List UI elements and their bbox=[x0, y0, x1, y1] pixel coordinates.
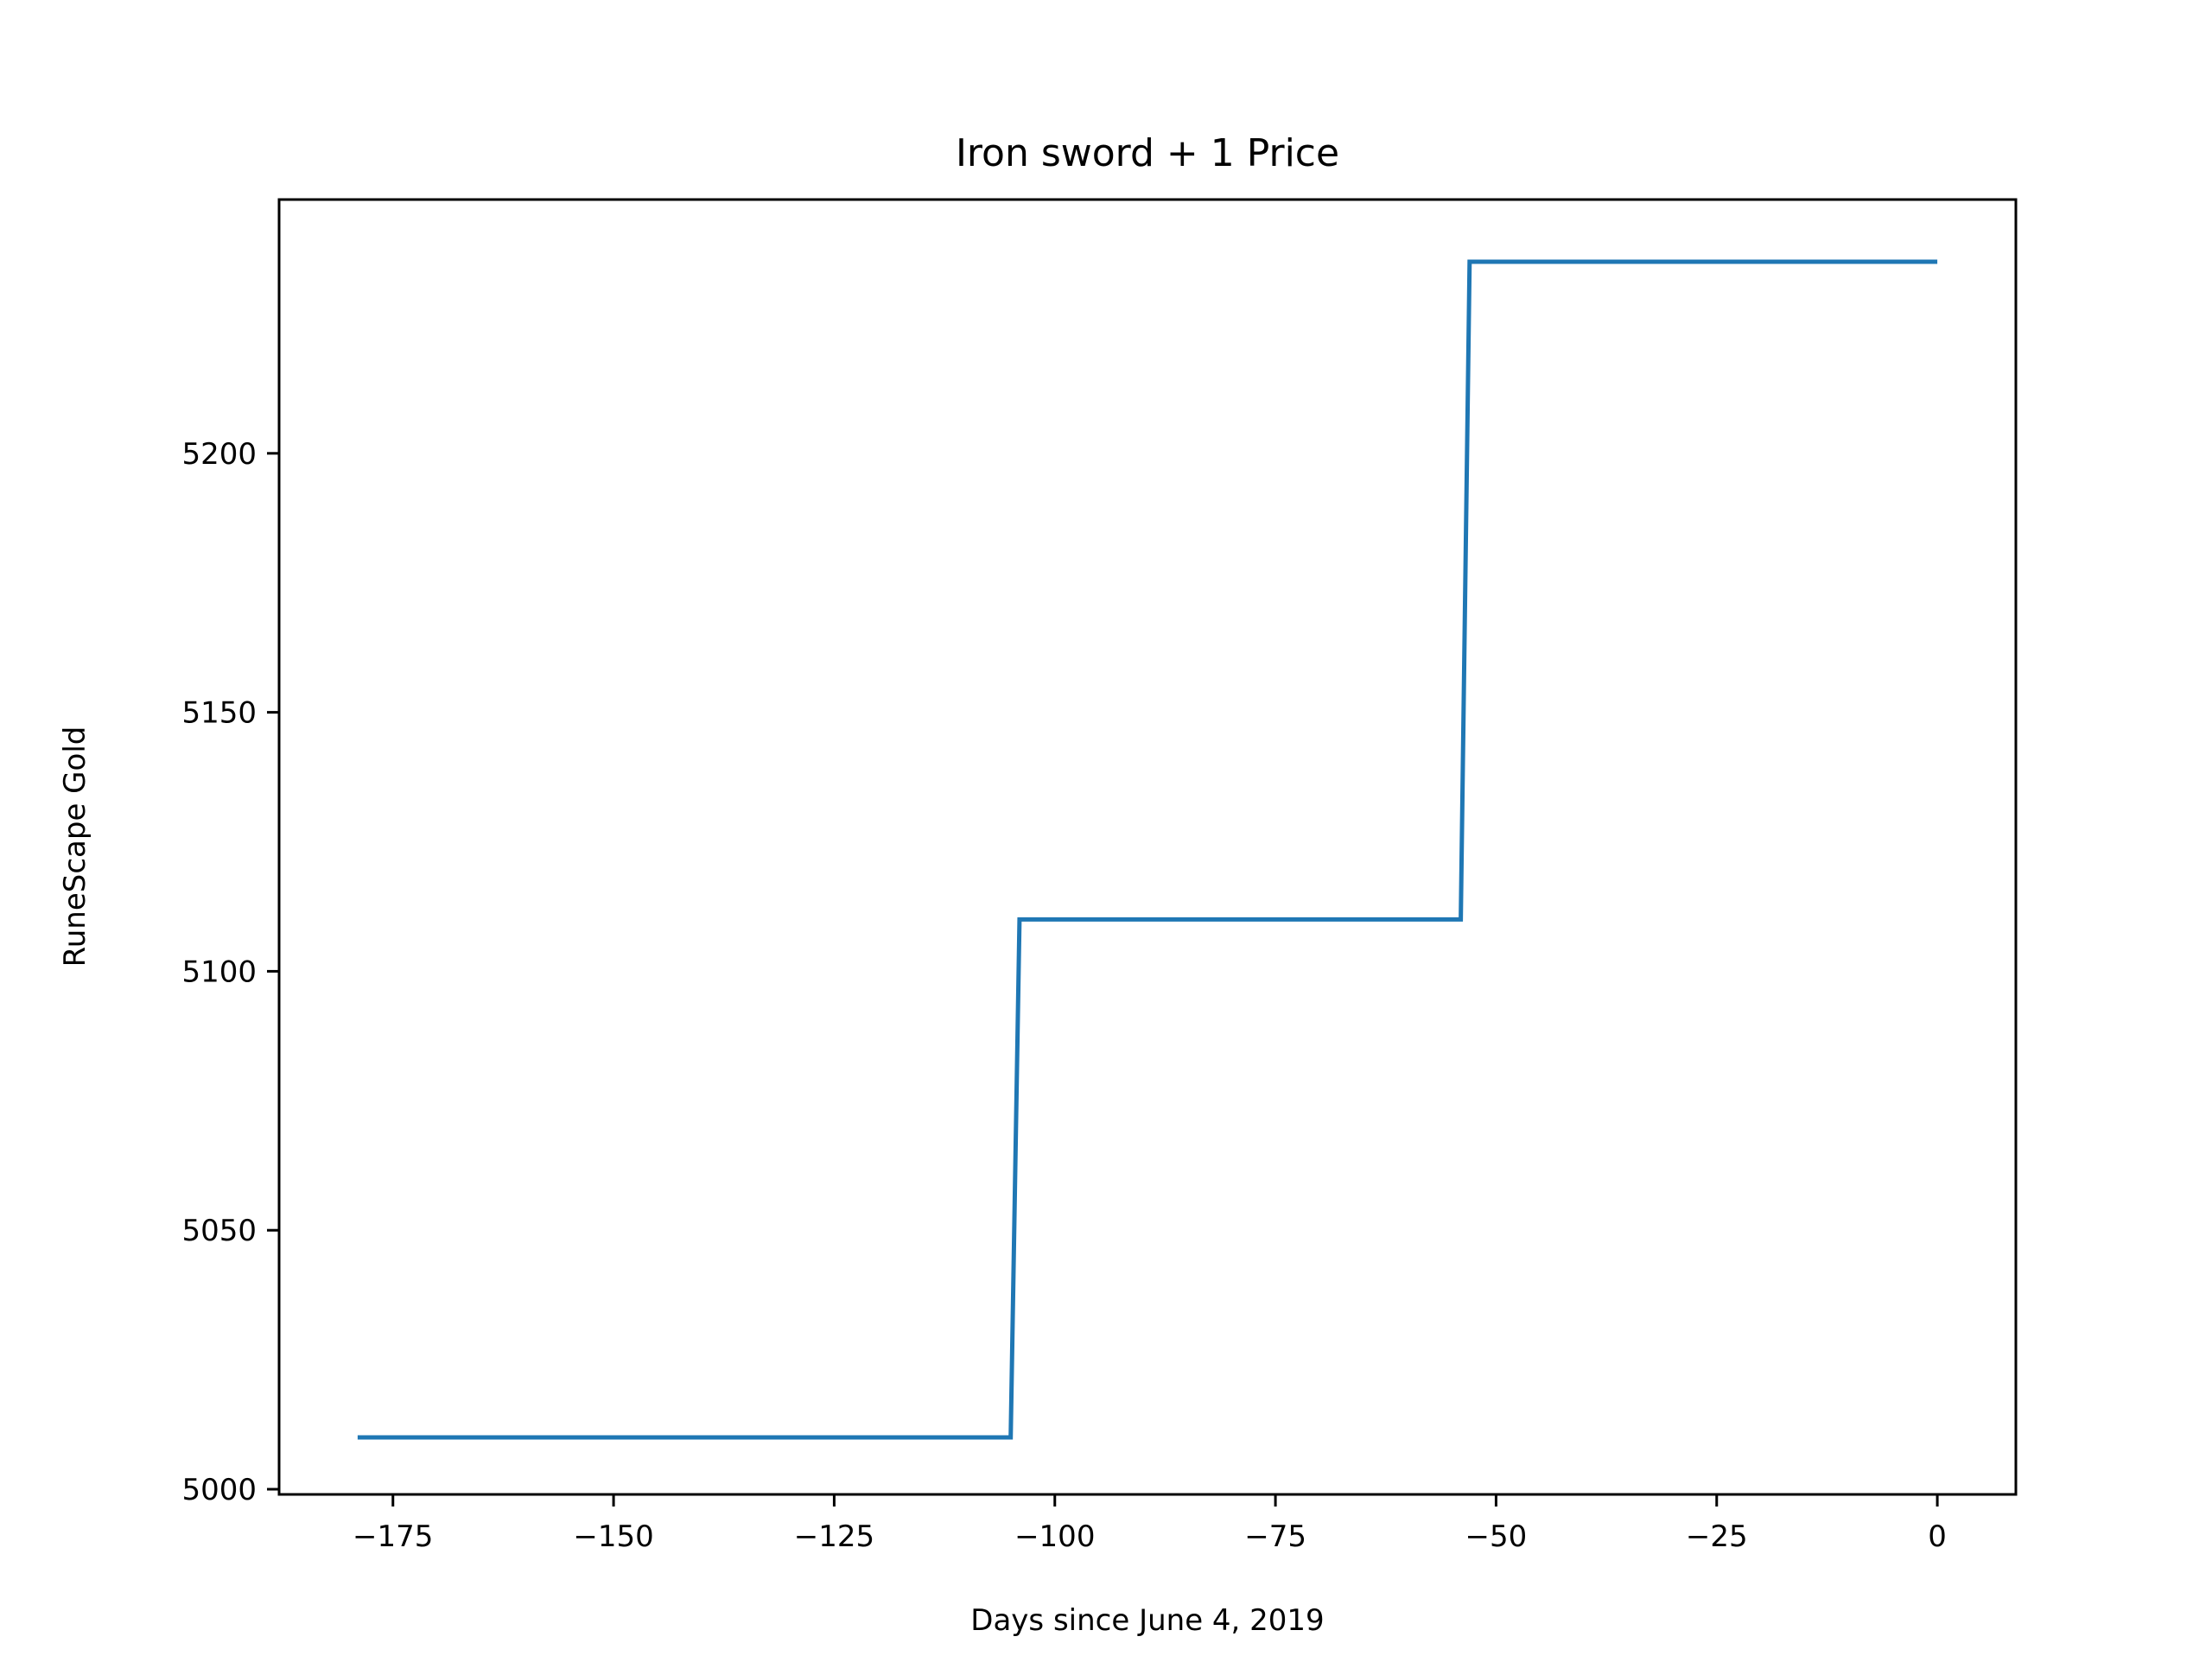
x-tick-label: −175 bbox=[353, 1519, 433, 1554]
x-tick-label: −150 bbox=[573, 1519, 653, 1554]
y-axis-label: RuneScape Gold bbox=[58, 726, 92, 967]
x-tick-label: −50 bbox=[1465, 1519, 1528, 1554]
series-layer bbox=[357, 259, 1938, 1440]
x-tick-label: −125 bbox=[794, 1519, 874, 1554]
chart-title: Iron sword + 1 Price bbox=[956, 131, 1339, 175]
y-tick-label: 5050 bbox=[181, 1214, 257, 1248]
y-tick-label: 5000 bbox=[181, 1473, 257, 1507]
y-tick-label: 5150 bbox=[181, 696, 257, 731]
x-tick-label: 0 bbox=[1928, 1519, 1947, 1554]
plot-area bbox=[279, 200, 2016, 1494]
x-tick-label: −25 bbox=[1686, 1519, 1748, 1554]
plot-frame bbox=[277, 198, 2018, 1496]
x-tick-label: −100 bbox=[1014, 1519, 1095, 1554]
x-tick-label: −75 bbox=[1244, 1519, 1306, 1554]
y-tick-label: 5100 bbox=[181, 955, 257, 989]
x-axis: −175 −150 −125 −100 −75 −50 −25 0 bbox=[353, 1494, 1947, 1554]
y-tick-label: 5200 bbox=[181, 437, 257, 472]
series-line-0 bbox=[357, 259, 1938, 1440]
y-axis: 5000 5050 5100 5150 5200 bbox=[181, 437, 279, 1507]
x-axis-label: Days since June 4, 2019 bbox=[970, 1603, 1324, 1638]
